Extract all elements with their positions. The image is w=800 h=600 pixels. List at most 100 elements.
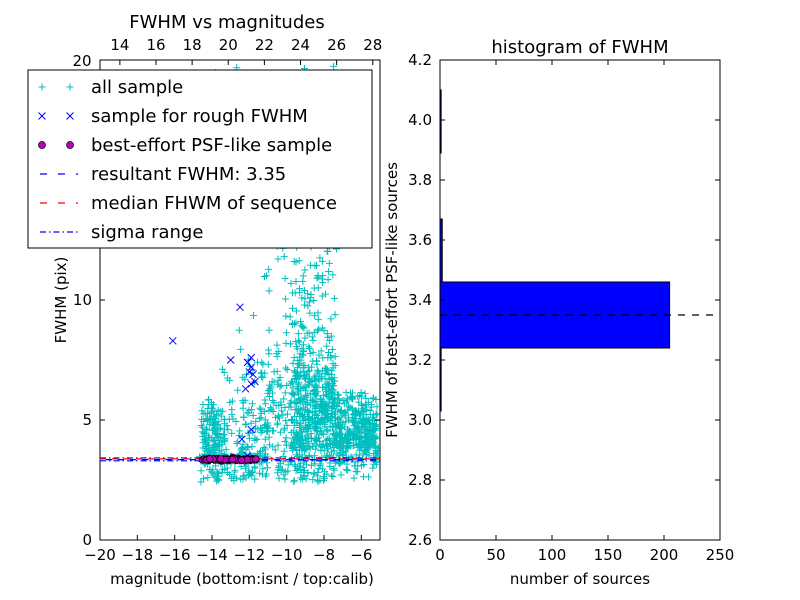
- all-sample-point: [306, 309, 314, 317]
- all-sample-point: [331, 311, 339, 319]
- all-sample-point: [282, 364, 290, 372]
- all-sample-point: [296, 359, 304, 367]
- all-sample-point: [315, 407, 323, 415]
- all-sample-point: [303, 424, 311, 432]
- all-sample-point: [326, 441, 334, 449]
- all-sample-point: [301, 286, 309, 294]
- all-sample-point: [226, 376, 234, 384]
- all-sample-point: [274, 412, 282, 420]
- all-sample-point: [315, 351, 323, 359]
- all-sample-point: [310, 296, 318, 304]
- all-sample-point: [251, 434, 259, 442]
- all-sample-point: [334, 390, 342, 398]
- all-sample-point: [283, 365, 291, 373]
- left-x-tick-label: −10: [271, 546, 303, 564]
- left-top-ticks: 14 16 18 20 22 24 26 28: [110, 36, 382, 65]
- all-sample-point: [321, 475, 329, 483]
- all-sample-point: [298, 476, 306, 484]
- all-sample-point: [295, 433, 303, 441]
- all-sample-point: [219, 465, 227, 473]
- legend-marker: [66, 141, 74, 149]
- all-sample-point: [334, 421, 342, 429]
- all-sample-point: [342, 410, 350, 418]
- all-sample-point: [335, 396, 343, 404]
- all-sample-point: [200, 417, 208, 425]
- legend-label: best-effort PSF-like sample: [91, 135, 332, 156]
- all-sample-point: [256, 460, 264, 468]
- all-sample-point: [265, 265, 273, 273]
- all-sample-point: [304, 468, 312, 476]
- all-sample-point: [281, 389, 289, 397]
- all-sample-point: [323, 247, 331, 255]
- all-sample-point: [258, 373, 266, 381]
- all-sample-point: [373, 403, 380, 411]
- all-sample-point: [324, 445, 332, 453]
- left-y-tick-label: 0: [82, 531, 92, 549]
- all-sample-point: [302, 445, 310, 453]
- all-sample-point: [294, 388, 302, 396]
- all-sample-point: [199, 400, 207, 408]
- all-sample-point: [309, 476, 317, 484]
- all-sample-point: [301, 295, 309, 303]
- all-sample-point: [340, 400, 348, 408]
- all-sample-point: [331, 414, 339, 422]
- legend-item: best-effort PSF-like sample: [38, 135, 332, 156]
- all-sample-point: [265, 287, 273, 295]
- all-sample-point: [205, 395, 213, 403]
- legend: all sample sample for rough FWHM best-effo…: [27, 69, 373, 249]
- all-sample-point: [243, 442, 251, 450]
- all-sample-point: [314, 327, 322, 335]
- all-sample-point: [313, 274, 321, 282]
- all-sample-point: [323, 330, 331, 338]
- all-sample-point: [260, 408, 268, 416]
- all-sample-point: [319, 391, 327, 399]
- all-sample-point: [315, 377, 323, 385]
- all-sample-point: [265, 393, 273, 401]
- all-sample-point: [311, 435, 319, 443]
- all-sample-point: [323, 379, 331, 387]
- all-sample-point: [214, 420, 222, 428]
- all-sample-point: [337, 471, 345, 479]
- all-sample-point: [352, 467, 360, 475]
- rough-sample-point: [247, 353, 256, 362]
- all-sample-point: [239, 373, 247, 381]
- rough-sample-point: [236, 303, 244, 312]
- all-sample-point: [371, 442, 379, 450]
- top-x-tick-label: 18: [183, 36, 202, 54]
- all-sample-point: [329, 472, 337, 480]
- rough-sample-point: [241, 384, 250, 393]
- all-sample-point: [324, 427, 332, 435]
- psf-like-sample-point: [243, 455, 252, 464]
- all-sample-point: [318, 383, 326, 391]
- all-sample-point: [355, 424, 363, 432]
- all-sample-point: [208, 404, 216, 412]
- all-sample-point: [312, 445, 320, 453]
- all-sample-point: [294, 330, 302, 338]
- all-sample-point: [325, 337, 333, 344]
- all-sample-point: [301, 334, 309, 342]
- all-sample-point: [209, 466, 217, 474]
- all-sample-point: [207, 408, 215, 416]
- all-sample-point: [328, 472, 336, 480]
- top-x-tick-label: 28: [363, 36, 382, 54]
- all-sample-point: [363, 427, 371, 435]
- all-sample-point: [304, 413, 312, 421]
- all-sample-point: [296, 285, 304, 293]
- all-sample-point: [282, 434, 290, 442]
- all-sample-point: [236, 427, 244, 435]
- all-sample-point: [235, 326, 243, 334]
- all-sample-point: [266, 384, 274, 392]
- all-sample-point: [226, 398, 234, 406]
- all-sample-point: [280, 471, 288, 479]
- left-chart-title: FWHM vs magnitudes: [129, 12, 324, 33]
- all-sample-point: [204, 474, 212, 482]
- legend-item: sigma range: [40, 222, 203, 243]
- all-sample-point: [224, 469, 232, 477]
- all-sample-point: [338, 430, 346, 438]
- all-sample-point: [280, 426, 288, 434]
- all-sample-point: [312, 436, 320, 444]
- all-sample-point: [334, 402, 342, 410]
- legend-label: resultant FWHM: 3.35: [91, 164, 286, 185]
- all-sample-point: [224, 426, 232, 434]
- right-x-tick-label: 250: [706, 546, 735, 564]
